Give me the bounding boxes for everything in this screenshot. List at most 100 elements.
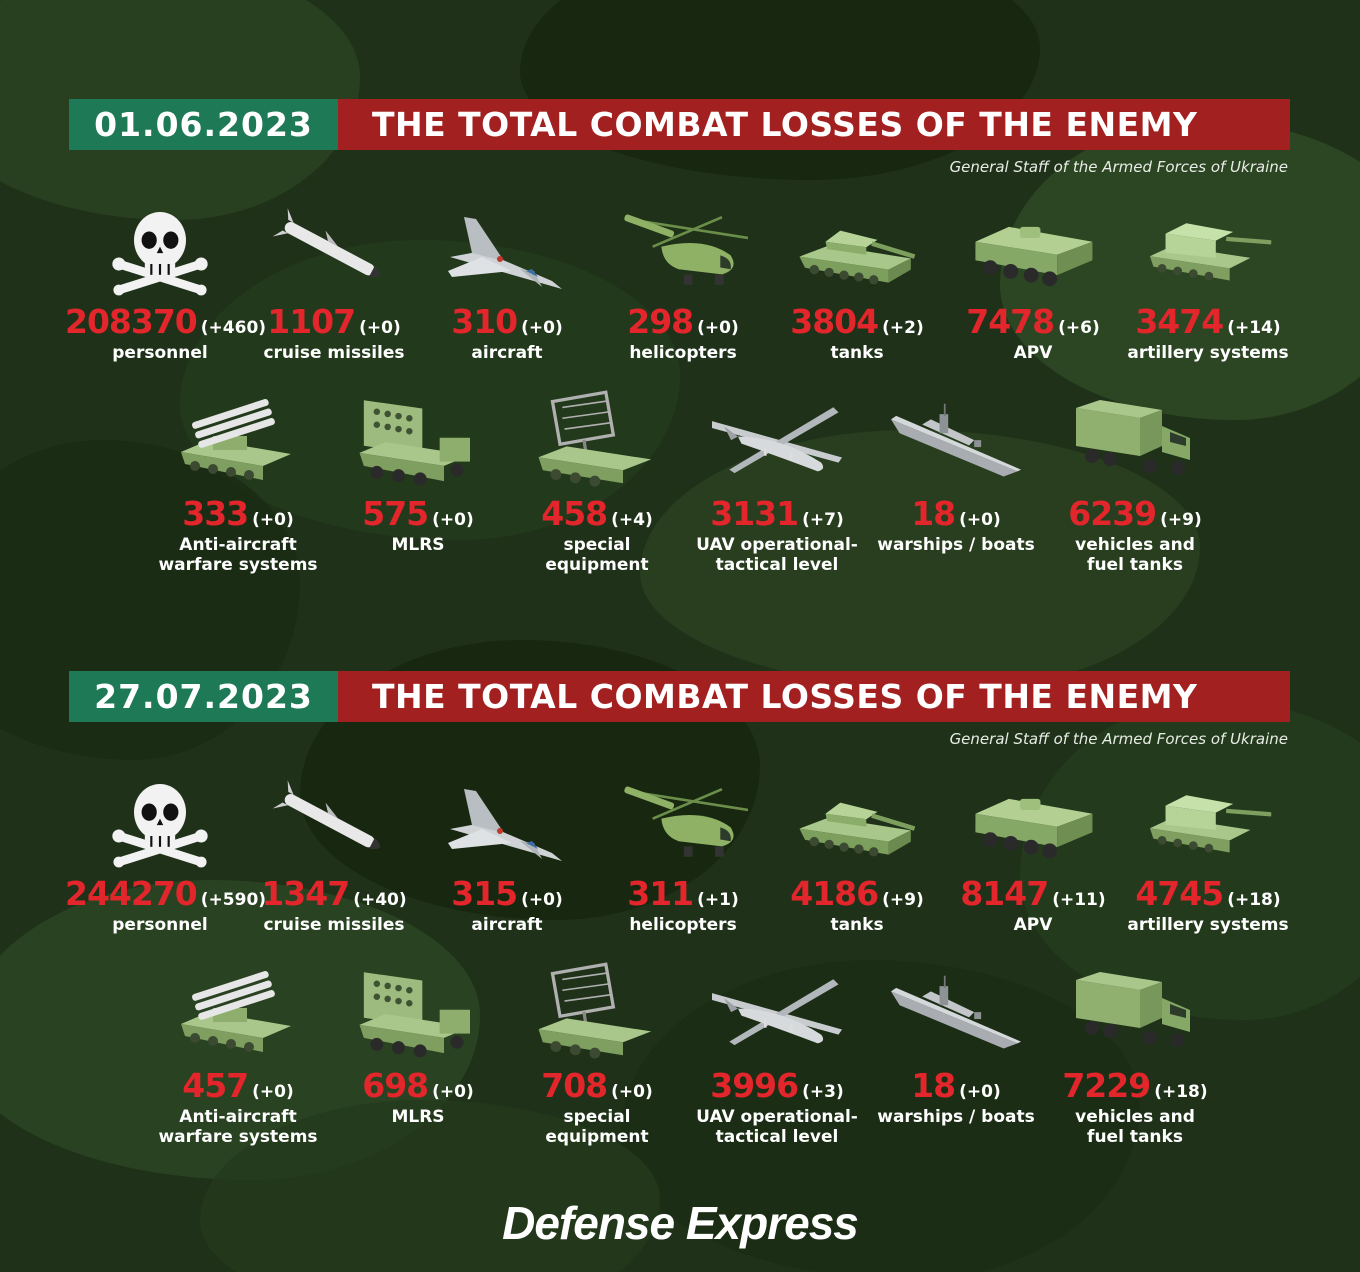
- loss-stat: 244270 (+590): [65, 874, 266, 913]
- loss-category: MLRS: [391, 535, 445, 555]
- loss-stat: 310 (+0): [412, 302, 602, 341]
- aircraft-icon: [448, 789, 562, 861]
- loss-delta: (+0): [359, 318, 401, 338]
- loss-category: warships / boats: [877, 1107, 1035, 1127]
- loss-category: personnel: [112, 343, 208, 363]
- losses-panel-2: 27.07.2023 THE TOTAL COMBAT LOSSES OF THE…: [0, 634, 1360, 1194]
- loss-stat: 18 (+0): [861, 1066, 1051, 1105]
- loss-delta: (+0): [611, 1082, 653, 1102]
- loss-category: Anti-aircraft warfare systems: [158, 535, 318, 575]
- loss-delta: (+6): [1058, 318, 1100, 338]
- artillery-icon: [1143, 202, 1273, 300]
- mlrs-icon: [359, 972, 470, 1058]
- loss-delta: (+0): [959, 510, 1001, 530]
- truck-icon: [1076, 972, 1190, 1047]
- loss-total: 18: [911, 494, 956, 533]
- loss-total: 310: [451, 302, 518, 341]
- loss-total: 3996: [710, 1066, 799, 1105]
- report-date: 01.06.2023: [69, 99, 338, 150]
- loss-delta: (+0): [521, 890, 563, 910]
- skull-icon: [95, 774, 225, 872]
- loss-item: 244270 (+590) personnel: [65, 774, 266, 935]
- loss-item: 310 (+0) aircraft: [412, 202, 602, 363]
- loss-stat: 3474 (+14): [1113, 302, 1303, 341]
- loss-total: 298: [627, 302, 694, 341]
- artillery-icon: [1143, 774, 1273, 872]
- loss-item: 18 (+0) warships / boats: [861, 390, 1051, 555]
- loss-total: 3804: [790, 302, 879, 341]
- loss-total: 1347: [261, 874, 350, 913]
- loss-item: 3474 (+14) artillery systems: [1113, 202, 1303, 363]
- tank-icon: [792, 774, 922, 872]
- loss-item: 4745 (+18) artillery systems: [1113, 774, 1303, 935]
- loss-delta: (+40): [353, 890, 407, 910]
- loss-category: vehicles and fuel tanks: [1075, 535, 1195, 575]
- loss-item: 3131 (+7) UAV operational- tactical level: [682, 390, 872, 575]
- loss-total: 7229: [1062, 1066, 1151, 1105]
- loss-stat: 7229 (+18): [1040, 1066, 1230, 1105]
- loss-stat: 3804 (+2): [762, 302, 952, 341]
- loss-item: 4186 (+9) tanks: [762, 774, 952, 935]
- loss-total: 1107: [267, 302, 356, 341]
- loss-stat: 457 (+0): [143, 1066, 333, 1105]
- loss-item: 575 (+0) MLRS: [323, 390, 513, 555]
- report-date: 27.07.2023: [69, 671, 338, 722]
- cruise-missile-icon: [272, 208, 388, 290]
- cruise-missile-icon: [272, 780, 388, 862]
- loss-delta: (+0): [252, 510, 294, 530]
- loss-stat: 575 (+0): [323, 494, 513, 533]
- loss-stat: 6239 (+9): [1040, 494, 1230, 533]
- loss-stat: 1347 (+40): [239, 874, 429, 913]
- loss-stat: 208370 (+460): [65, 302, 266, 341]
- uav-icon: [712, 979, 842, 1046]
- loss-category: MLRS: [391, 1107, 445, 1127]
- loss-delta: (+18): [1227, 890, 1281, 910]
- mlrs-icon: [359, 400, 470, 486]
- loss-total: 333: [182, 494, 249, 533]
- loss-stat: 8147 (+11): [938, 874, 1128, 913]
- loss-total: 458: [541, 494, 608, 533]
- loss-delta: (+0): [697, 318, 739, 338]
- loss-total: 698: [362, 1066, 429, 1105]
- loss-item: 1347 (+40) cruise missiles: [239, 774, 429, 935]
- helicopter-icon: [621, 784, 748, 859]
- source-caption: General Staff of the Armed Forces of Ukr…: [949, 158, 1288, 176]
- loss-stat: 3996 (+3): [682, 1066, 872, 1105]
- loss-total: 575: [362, 494, 429, 533]
- loss-delta: (+0): [521, 318, 563, 338]
- loss-total: 6239: [1068, 494, 1157, 533]
- loss-item: 208370 (+460) personnel: [65, 202, 266, 363]
- loss-delta: (+460): [200, 318, 267, 338]
- loss-item: 315 (+0) aircraft: [412, 774, 602, 935]
- loss-total: 3474: [1135, 302, 1224, 341]
- radar-vehicle-icon: [536, 390, 653, 489]
- source-caption: General Staff of the Armed Forces of Ukr…: [949, 730, 1288, 748]
- loss-delta: (+7): [802, 510, 844, 530]
- loss-item: 298 (+0) helicopters: [588, 202, 778, 363]
- loss-stat: 311 (+1): [588, 874, 778, 913]
- aircraft-icon: [448, 217, 562, 289]
- loss-category: vehicles and fuel tanks: [1075, 1107, 1195, 1147]
- loss-item: 8147 (+11) APV: [938, 774, 1128, 935]
- loss-stat: 4186 (+9): [762, 874, 952, 913]
- loss-item: 3996 (+3) UAV operational- tactical level: [682, 962, 872, 1147]
- loss-stat: 3131 (+7): [682, 494, 872, 533]
- loss-total: 4186: [790, 874, 879, 913]
- helicopter-icon: [621, 212, 748, 287]
- loss-delta: (+11): [1052, 890, 1106, 910]
- loss-delta: (+590): [200, 890, 267, 910]
- warship-icon: [891, 402, 1021, 478]
- loss-delta: (+0): [432, 510, 474, 530]
- loss-category: special equipment: [545, 535, 649, 575]
- brand-logo: Defense Express: [502, 1197, 859, 1249]
- report-title: THE TOTAL COMBAT LOSSES OF THE ENEMY: [338, 99, 1290, 150]
- loss-category: artillery systems: [1127, 343, 1289, 363]
- truck-icon: [1076, 400, 1190, 475]
- loss-delta: (+3): [802, 1082, 844, 1102]
- loss-item: 7229 (+18) vehicles and fuel tanks: [1040, 962, 1230, 1147]
- loss-category: cruise missiles: [263, 915, 405, 935]
- loss-item: 708 (+0) special equipment: [502, 962, 692, 1147]
- report-title: THE TOTAL COMBAT LOSSES OF THE ENEMY: [338, 671, 1290, 722]
- loss-category: tanks: [830, 343, 884, 363]
- loss-item: 698 (+0) MLRS: [323, 962, 513, 1127]
